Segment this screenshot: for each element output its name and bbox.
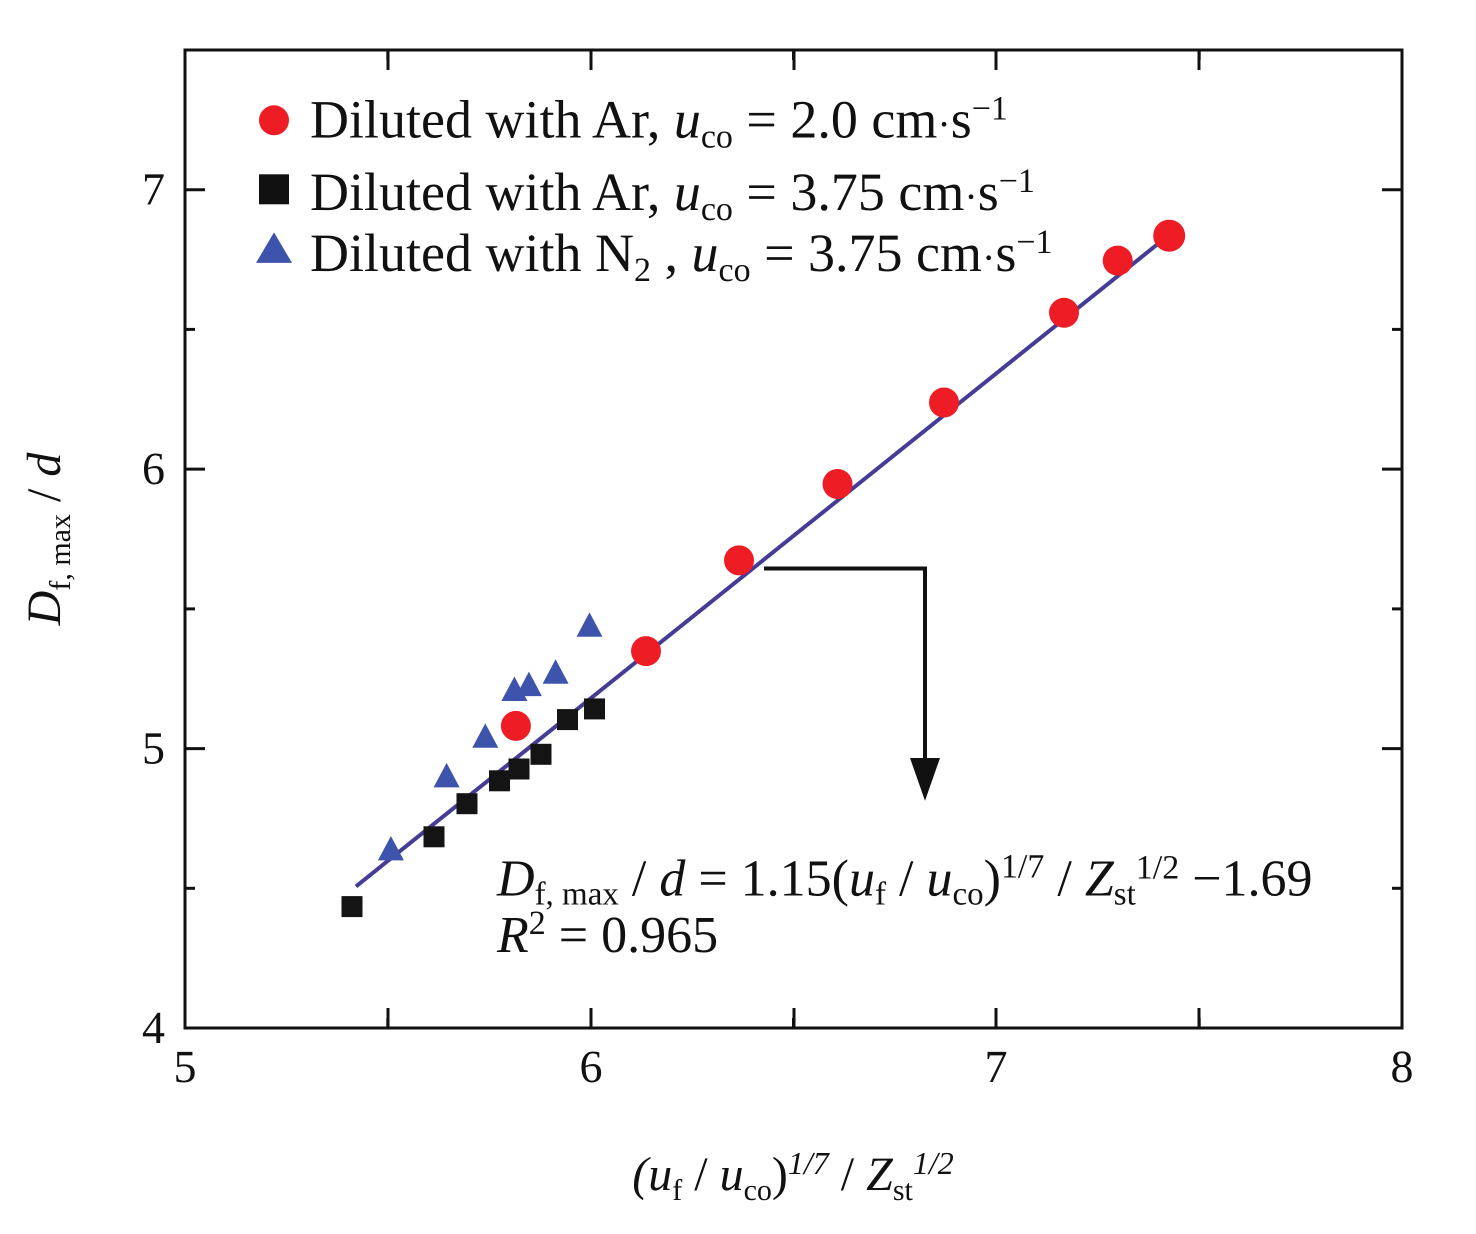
svg-text:Diluted with N2 , uco = 3.75: Diluted with N2 , uco = 3.75 cm·s−1 (310, 223, 1053, 289)
svg-text:8: 8 (1391, 1041, 1414, 1092)
svg-text:Df, max / d = 1.15(uf / uco)1: Df, max / d = 1.15(uf / uco)1/7 / Zst1/2… (496, 849, 1313, 913)
svg-text:5: 5 (174, 1041, 197, 1092)
svg-text:R2 = 0.965: R2 = 0.965 (496, 905, 718, 964)
svg-text:(uf / uco)1/7 / Zst1/2: (uf / uco)1/7 / Zst1/2 (632, 1145, 953, 1207)
svg-text:7: 7 (142, 164, 165, 215)
svg-text:7: 7 (985, 1041, 1008, 1092)
svg-text:6: 6 (580, 1041, 603, 1092)
svg-text:Diluted with Ar, uco = 3.75 c: Diluted with Ar, uco = 3.75 cm·s−1 (310, 162, 1035, 228)
svg-text:5: 5 (142, 723, 165, 774)
svg-text:6: 6 (142, 443, 165, 494)
svg-text:Diluted with Ar, uco = 2.0 cm: Diluted with Ar, uco = 2.0 cm·s−1 (310, 90, 1008, 156)
svg-text:4: 4 (142, 1002, 165, 1053)
svg-text:Df, max / d: Df, max / d (18, 452, 77, 627)
